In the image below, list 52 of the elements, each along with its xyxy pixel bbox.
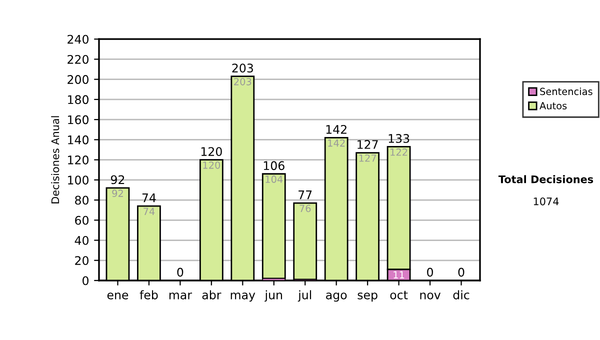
total-label: 120 bbox=[201, 147, 222, 156]
y-tick-label: 120 bbox=[68, 156, 88, 164]
total-label: 106 bbox=[264, 161, 284, 170]
total-label: 0 bbox=[427, 268, 434, 277]
data-label: 120 bbox=[203, 161, 220, 169]
total-label: 92 bbox=[110, 175, 124, 184]
data-label: 74 bbox=[144, 208, 155, 215]
y-tick-label: 240 bbox=[68, 34, 88, 44]
data-label: 127 bbox=[359, 154, 376, 162]
total-label: 74 bbox=[142, 193, 156, 202]
total-label: 142 bbox=[326, 124, 346, 134]
total-label: 0 bbox=[177, 268, 184, 277]
y-tick-label: 40 bbox=[74, 236, 88, 245]
y-tick-label: 80 bbox=[75, 196, 88, 205]
y-tick-label: 140 bbox=[68, 135, 88, 144]
x-tick-label: ago bbox=[326, 292, 347, 302]
data-label: 104 bbox=[266, 176, 283, 183]
text: 1074 bbox=[534, 197, 559, 206]
y-tick-label: 20 bbox=[75, 256, 88, 266]
total-label: 127 bbox=[358, 140, 378, 149]
y-tick-label: 220 bbox=[68, 54, 88, 64]
y-tick-label: 180 bbox=[68, 95, 88, 104]
data-label: 142 bbox=[328, 139, 345, 147]
total-label: 77 bbox=[298, 190, 312, 200]
y-tick-label: 200 bbox=[68, 75, 88, 84]
y-axis-title: Decisiones Anual bbox=[51, 116, 60, 204]
x-tick-label: nov bbox=[420, 292, 441, 300]
x-tick-label: dic bbox=[453, 290, 470, 300]
x-tick-label: feb bbox=[140, 290, 158, 300]
legend-label: Sentencias bbox=[540, 88, 592, 96]
x-tick-label: may bbox=[230, 292, 256, 302]
text: Total Decisiones bbox=[498, 175, 594, 184]
total-label: 203 bbox=[232, 64, 253, 73]
x-tick-label: oct bbox=[390, 290, 408, 300]
x-tick-label: ene bbox=[107, 292, 128, 300]
data-label: 122 bbox=[390, 148, 408, 156]
data-label: 76 bbox=[300, 204, 311, 212]
x-tick-label: jul bbox=[298, 290, 312, 302]
x-tick-label: abr bbox=[202, 290, 222, 300]
legend-label: Autos bbox=[540, 102, 567, 110]
x-tick-label: mar bbox=[169, 292, 192, 300]
y-tick-label: 100 bbox=[68, 176, 88, 185]
total-label: 0 bbox=[458, 268, 464, 277]
y-tick-label: 60 bbox=[75, 216, 88, 225]
x-tick-label: jun bbox=[264, 290, 282, 302]
x-tick-label: sep bbox=[358, 292, 378, 302]
data-label: 92 bbox=[112, 190, 123, 197]
total-label: 133 bbox=[388, 134, 410, 143]
data-label: 203 bbox=[234, 78, 252, 86]
data-label: 11 bbox=[394, 271, 404, 278]
y-tick-label: 160 bbox=[68, 115, 88, 124]
y-tick-label: 0 bbox=[82, 276, 88, 286]
